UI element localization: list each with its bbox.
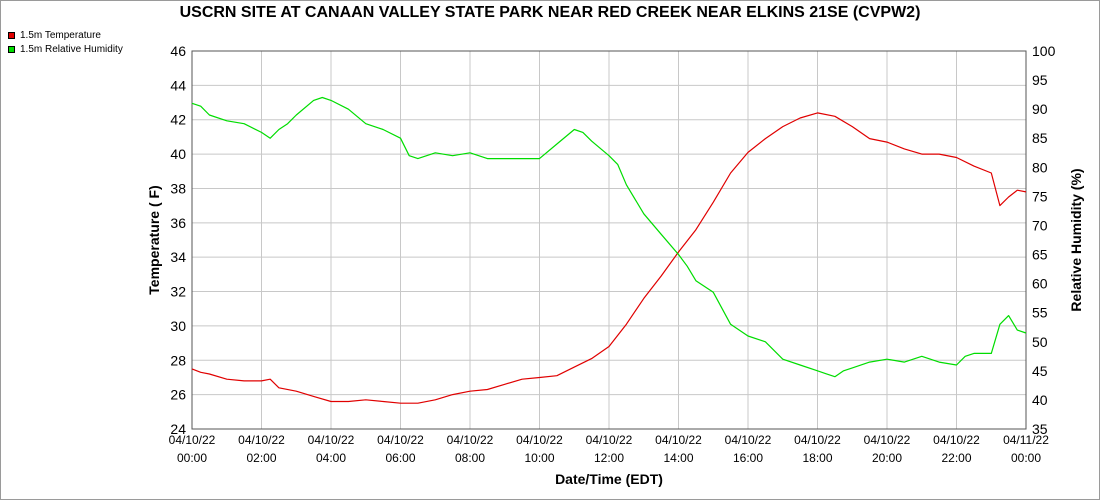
y-tick-right: 85 [1032, 130, 1048, 146]
y-tick-left: 28 [170, 352, 186, 368]
x-axis-label: Date/Time (EDT) [555, 471, 663, 487]
x-tick-time: 00:00 [1011, 451, 1041, 465]
x-tick-date: 04/10/22 [725, 433, 772, 447]
x-tick-date: 04/10/22 [238, 433, 285, 447]
y-axis-label-left: Temperature ( F) [146, 185, 162, 294]
x-tick-time: 00:00 [177, 451, 207, 465]
x-tick-time: 16:00 [733, 451, 763, 465]
y-tick-left: 44 [170, 77, 186, 93]
chart-title: USCRN SITE AT CANAAN VALLEY STATE PARK N… [179, 4, 921, 21]
y-tick-right: 35 [1032, 421, 1048, 437]
y-tick-left: 30 [170, 318, 186, 334]
x-tick-date: 04/10/22 [794, 433, 841, 447]
series-lines [191, 96, 1027, 404]
x-tick-date: 04/10/22 [447, 433, 494, 447]
x-tick-date: 04/10/22 [169, 433, 216, 447]
y-tick-right: 95 [1032, 72, 1048, 88]
y-tick-left: 34 [170, 249, 186, 265]
x-tick-time: 12:00 [594, 451, 624, 465]
x-tick-date: 04/10/22 [933, 433, 980, 447]
y-tick-left: 38 [170, 180, 186, 196]
x-tick-time: 22:00 [941, 451, 971, 465]
x-tick-time: 10:00 [524, 451, 554, 465]
legend-item-humidity: 1.5m Relative Humidity [8, 42, 123, 56]
y-tick-left: 40 [170, 146, 186, 162]
legend-swatch-temperature [8, 31, 15, 39]
plot-area-border [191, 50, 1027, 430]
x-tick-date: 04/10/22 [308, 433, 355, 447]
x-tick-time: 08:00 [455, 451, 485, 465]
x-tick-time: 04:00 [316, 451, 346, 465]
y-tick-right: 65 [1032, 247, 1048, 263]
x-tick-date: 04/10/22 [655, 433, 702, 447]
x-tick-time: 14:00 [663, 451, 693, 465]
legend-item-temperature: 1.5m Temperature [8, 28, 123, 42]
humidity-line [191, 96, 1027, 378]
y-tick-left: 24 [170, 421, 186, 437]
x-tick-time: 06:00 [385, 451, 415, 465]
x-tick-time: 20:00 [872, 451, 902, 465]
y-tick-left: 32 [170, 284, 186, 300]
y-tick-right: 75 [1032, 188, 1048, 204]
x-tick-date: 04/10/22 [586, 433, 633, 447]
tick-labels: 04/10/22 00:00 04/10/22 02:00 04/10/22 04:00 0… [169, 43, 1056, 465]
y-tick-right: 70 [1032, 217, 1048, 233]
y-axis-label-right: Relative Humidity (%) [1068, 168, 1084, 311]
grid-lines [191, 50, 1027, 430]
temperature-line [191, 112, 1027, 404]
x-tick-date: 04/10/22 [377, 433, 424, 447]
x-tick-time: 18:00 [802, 451, 832, 465]
y-tick-right: 40 [1032, 392, 1048, 408]
legend: 1.5m Temperature 1.5m Relative Humidity [8, 28, 123, 56]
legend-label-temperature: 1.5m Temperature [20, 29, 101, 41]
legend-swatch-humidity [8, 45, 15, 53]
y-tick-left: 46 [170, 43, 186, 59]
x-tick-time: 02:00 [246, 451, 276, 465]
y-tick-left: 36 [170, 215, 186, 231]
y-tick-right: 100 [1032, 43, 1056, 59]
y-tick-right: 55 [1032, 305, 1048, 321]
y-tick-right: 45 [1032, 363, 1048, 379]
y-tick-left: 42 [170, 112, 186, 128]
x-tick-date: 04/10/22 [516, 433, 563, 447]
y-tick-right: 90 [1032, 101, 1048, 117]
x-tick-date: 04/11/22 [1003, 433, 1049, 447]
y-tick-left: 26 [170, 387, 186, 403]
y-tick-right: 50 [1032, 334, 1048, 350]
y-tick-right: 60 [1032, 276, 1048, 292]
y-tick-right: 80 [1032, 159, 1048, 175]
x-tick-date: 04/10/22 [864, 433, 911, 447]
legend-label-humidity: 1.5m Relative Humidity [20, 43, 123, 55]
